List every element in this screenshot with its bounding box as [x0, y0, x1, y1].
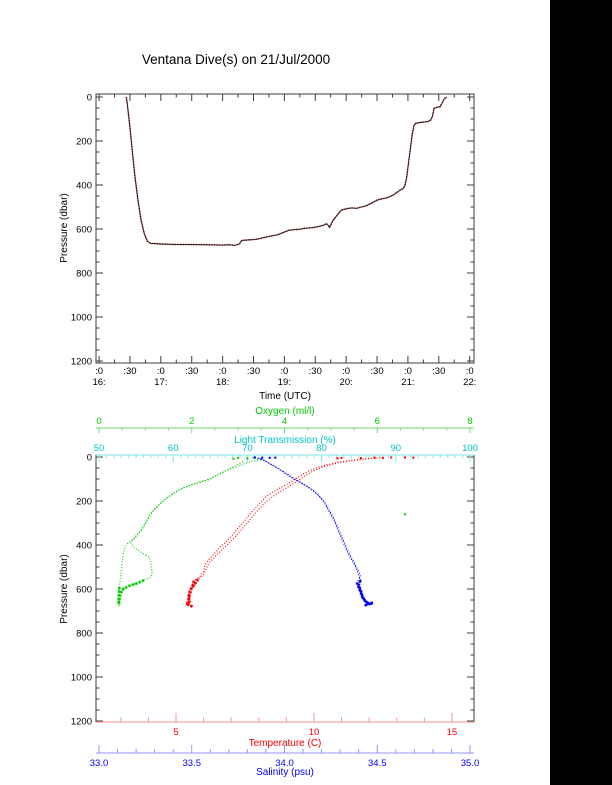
light-transmission-axis-title: Light Transmission (%): [234, 435, 336, 446]
series-temperature-deep-blob: [185, 578, 200, 605]
pressure-tick-label: 400: [76, 541, 92, 552]
data-point: [390, 456, 393, 459]
pressure-tick-label: 400: [76, 181, 92, 192]
top-plot-yaxis-title: Pressure (dbar): [59, 193, 70, 262]
light-transmission-tick-label: 80: [316, 443, 327, 454]
time-tick-label: :0: [95, 366, 103, 377]
series-salinity-downcast: [254, 456, 372, 607]
data-point: [253, 456, 256, 459]
time-hour-label: 19:: [278, 377, 291, 388]
oxygen-axis-title: Oxygen (ml/l): [255, 406, 314, 417]
time-hour-label: 16:: [92, 377, 105, 388]
data-point: [412, 456, 415, 459]
pressure-tick-label: 600: [76, 585, 92, 596]
series-salinity-deep-blob: [357, 579, 374, 605]
letterbox-band: [550, 0, 612, 785]
time-tick-label: :0: [342, 366, 350, 377]
oxygen-tick-label: 6: [375, 416, 380, 427]
series-oxygen-upcast: [118, 460, 244, 605]
figure-title: Ventana Dive(s) on 21/Jul/2000: [142, 52, 330, 67]
salinity-tick-label: 35.0: [461, 758, 480, 769]
temperature-tick-label: 10: [309, 727, 320, 738]
pressure-tick-label: 600: [76, 225, 92, 236]
pressure-tick-label: 800: [76, 629, 92, 640]
pressure-tick-label: 1000: [71, 673, 92, 684]
top-plot-xaxis-title: Time (UTC): [259, 391, 311, 402]
data-point: [336, 457, 339, 460]
series-salinity-upcast: [258, 457, 374, 604]
time-hour-label: 20:: [340, 377, 353, 388]
light-transmission-tick-label: 60: [168, 443, 179, 454]
time-tick-label: :0: [219, 366, 227, 377]
pressure-tick-label: 1200: [71, 357, 92, 368]
oxygen-tick-label: 0: [96, 416, 101, 427]
series-oxygen-deep-blob: [117, 579, 145, 605]
time-hour-label: 18:: [216, 377, 229, 388]
generated-plot-elements: :016::30:017::30:018::30:019::30:020::30…: [71, 93, 479, 770]
salinity-tick-label: 33.5: [183, 758, 202, 769]
time-tick-label: :0: [466, 366, 474, 377]
pressure-tick-label: 0: [87, 93, 92, 104]
data-point: [373, 456, 376, 459]
oxygen-tick-label: 2: [189, 416, 194, 427]
light-transmission-tick-label: 100: [462, 443, 478, 454]
time-tick-label: :30: [432, 366, 445, 377]
data-point: [359, 457, 362, 460]
dive-profile-black-trace: [125, 96, 448, 246]
light-transmission-tick-label: 50: [94, 443, 105, 454]
salinity-tick-label: 34.5: [368, 758, 387, 769]
data-point: [340, 456, 343, 459]
data-point: [237, 456, 240, 459]
data-point: [232, 457, 235, 460]
data-point: [381, 456, 384, 459]
oxygen-tick-label: 4: [282, 416, 287, 427]
salinity-axis-title: Salinity (psu): [256, 767, 314, 778]
time-tick-label: :30: [309, 366, 322, 377]
series-temperature-downcast: [186, 457, 381, 608]
time-tick-label: :0: [404, 366, 412, 377]
data-point: [246, 457, 249, 460]
data-point: [268, 456, 271, 459]
time-tick-label: :30: [185, 366, 198, 377]
salinity-tick-label: 33.0: [90, 758, 109, 769]
data-point: [261, 456, 264, 459]
dive-profile-red-trace: [125, 96, 448, 247]
time-tick-label: :30: [370, 366, 383, 377]
data-point: [274, 456, 277, 459]
temperature-tick-label: 15: [447, 727, 458, 738]
data-point: [404, 456, 407, 459]
light-transmission-tick-label: 90: [391, 443, 402, 454]
series-temperature-upcast: [186, 457, 372, 605]
temperature-axis-title: Temperature (C): [249, 738, 322, 749]
oxygen-tick-label: 8: [467, 416, 472, 427]
time-hour-label: 21:: [401, 377, 414, 388]
pressure-tick-label: 1000: [71, 313, 92, 324]
time-tick-label: :0: [280, 366, 288, 377]
bottom-plot-yaxis-title: Pressure (dbar): [59, 554, 70, 623]
salinity-tick-label: 34.0: [275, 758, 294, 769]
pressure-tick-label: 0: [87, 453, 92, 464]
light-transmission-tick-label: 70: [242, 443, 253, 454]
pressure-tick-label: 200: [76, 497, 92, 508]
time-tick-label: :30: [247, 366, 260, 377]
data-point: [404, 513, 407, 516]
top-plot-frame: [95, 93, 475, 364]
time-tick-label: :0: [157, 366, 165, 377]
pressure-tick-label: 200: [76, 137, 92, 148]
pressure-tick-label: 1200: [71, 717, 92, 728]
time-hour-label: 22:: [463, 377, 476, 388]
pressure-tick-label: 800: [76, 269, 92, 280]
temperature-tick-label: 5: [173, 727, 178, 738]
time-hour-label: 17:: [154, 377, 167, 388]
time-tick-label: :30: [123, 366, 136, 377]
